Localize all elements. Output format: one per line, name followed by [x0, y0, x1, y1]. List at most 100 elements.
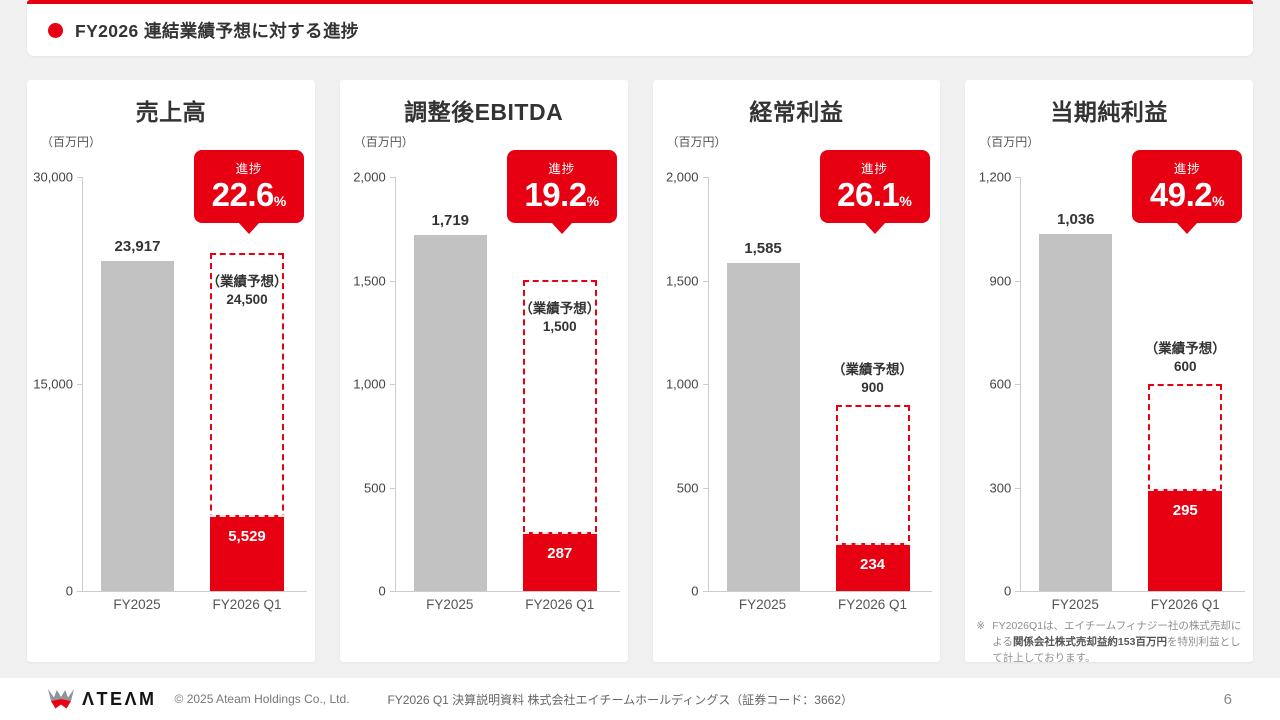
- bar-fy2026q1: 287: [522, 532, 597, 591]
- x-axis-line: [1020, 591, 1245, 592]
- progress-caption: 進捗: [1173, 162, 1201, 176]
- forecast-value: 900: [861, 379, 884, 395]
- y-tick-label: 0: [1004, 583, 1012, 599]
- y-tick-mark: [389, 488, 396, 489]
- bar-fy2026q1-value: 287: [547, 545, 573, 562]
- y-tick-mark: [702, 177, 709, 178]
- y-tick-label: 15,000: [33, 376, 73, 392]
- x-category-label: FY2026 Q1: [525, 597, 595, 612]
- chart-panel-2: 調整後EBITDA （百万円） 1,719 （業績予想） 1,500 287 2…: [339, 80, 628, 662]
- y-tick-mark: [389, 281, 396, 282]
- forecast-label: （業績予想） 1,500: [501, 300, 619, 336]
- progress-value: 26.1: [837, 176, 900, 213]
- forecast-label: （業績予想） 24,500: [188, 273, 306, 309]
- progress-caption: 進捗: [235, 162, 263, 176]
- bar-fy2025-value: 1,036: [1056, 211, 1095, 228]
- ateam-logo-text: ΛTEΛM: [82, 688, 157, 709]
- progress-caption: 進捗: [548, 162, 576, 176]
- plot-area: 1,585 （業績予想） 900 234 2,000 1,500 1,000 500 0: [653, 170, 941, 599]
- forecast-value: 1,500: [542, 319, 577, 335]
- unit-label: （百万円）: [666, 135, 727, 149]
- y-tick-mark: [702, 384, 709, 385]
- bar-fy2026q1: 234: [835, 543, 910, 591]
- y-tick-label: 1,500: [665, 273, 699, 289]
- progress-badge: 進捗 22.6%: [194, 150, 304, 223]
- progress-badge: 進捗 49.2%: [1132, 150, 1243, 223]
- footnote-marker: ※: [976, 620, 986, 632]
- x-category-label: FY2026 Q1: [837, 597, 908, 612]
- ateam-logo-icon: [48, 688, 74, 708]
- progress-percent-sign: %: [586, 193, 600, 209]
- progress-value: 22.6: [211, 176, 275, 213]
- bullet-icon: [48, 22, 63, 38]
- y-tick-label: 500: [676, 480, 699, 496]
- bar-fy2025: 1,719: [413, 212, 487, 591]
- progress-caption: 進捗: [860, 162, 888, 176]
- forecast-caption: （業績予想）: [832, 361, 913, 377]
- page-title: FY2026 連結業績予想に対する進捗: [75, 20, 359, 41]
- y-tick-mark: [702, 281, 709, 282]
- page-number: 6: [1223, 690, 1232, 708]
- column-fy2026q1: （業績予想） 600 295: [1145, 177, 1226, 591]
- forecast-caption: （業績予想）: [206, 274, 288, 289]
- chart-title: 経常利益: [749, 99, 844, 125]
- footnote-bold-text: 関係会社株式売却益約153百万円: [1012, 635, 1167, 648]
- y-tick-label: 900: [989, 273, 1012, 289]
- y-tick-label: 30,000: [33, 169, 73, 185]
- y-tick-mark: [1015, 488, 1022, 489]
- x-category-label: FY2025: [113, 597, 161, 612]
- x-category-label: FY2025: [1051, 597, 1099, 612]
- progress-badge: 進捗 26.1%: [819, 150, 930, 223]
- bar-fy2025-value: 23,917: [114, 238, 161, 255]
- bar-fy2025-value: 1,585: [744, 240, 782, 257]
- y-tick-mark: [77, 591, 83, 592]
- x-axis-line: [394, 591, 620, 592]
- bar-fy2026q1: 5,529: [210, 515, 284, 591]
- y-tick-mark: [389, 384, 396, 385]
- x-category-label: FY2026 Q1: [212, 597, 282, 612]
- chart-panel-1: 売上高 （百万円） 23,917 （業績予想） 24,500 5,529 30,…: [27, 80, 315, 662]
- bar-fy2026q1-value: 5,529: [228, 528, 266, 545]
- bar-fy2025: 23,917: [101, 238, 174, 591]
- y-tick-mark: [1015, 281, 1022, 282]
- forecast-caption: （業績予想）: [1144, 340, 1226, 356]
- bar-fy2025: 1,036: [1039, 211, 1113, 591]
- y-tick-label: 0: [65, 583, 73, 599]
- chart-title: 当期純利益: [1050, 99, 1168, 125]
- y-tick-mark: [1015, 384, 1022, 385]
- forecast-caption: （業績予想）: [519, 301, 601, 316]
- y-tick-mark: [702, 488, 709, 489]
- unit-label: （百万円）: [353, 135, 414, 149]
- progress-value: 19.2: [524, 176, 587, 213]
- footer-bar: ΛTEΛM © 2025 Ateam Holdings Co., Ltd. FY…: [0, 678, 1280, 720]
- progress-percent-sign: %: [1212, 193, 1225, 209]
- y-tick-mark: [77, 177, 83, 178]
- y-tick-label: 1,200: [978, 169, 1012, 185]
- ateam-logo: ΛTEΛM: [46, 687, 157, 712]
- y-tick-mark: [1015, 177, 1022, 178]
- y-tick-label: 500: [364, 480, 386, 496]
- y-tick-label: 0: [378, 583, 386, 599]
- y-tick-label: 2,000: [353, 169, 386, 185]
- progress-value-line: 26.1%: [820, 178, 930, 211]
- y-tick-label: 1,000: [353, 376, 386, 392]
- footnote-text: FY2026Q1は、エイチームフィナジー社の株式売却による関係会社株式売却益約1…: [992, 620, 1242, 664]
- bar-fy2026q1-value: 295: [1172, 502, 1198, 519]
- progress-value-line: 49.2%: [1132, 178, 1242, 211]
- forecast-value: 600: [1173, 358, 1197, 374]
- x-category-label: FY2026 Q1: [1150, 597, 1220, 612]
- column-fy2026q1: （業績予想） 24,500 5,529: [207, 177, 288, 591]
- y-tick-label: 300: [989, 480, 1012, 496]
- bar-fy2026q1-value: 234: [859, 556, 886, 573]
- chart-panel-4: 当期純利益 （百万円） 1,036 （業績予想） 600 295 1,200 90…: [965, 80, 1253, 664]
- progress-percent-sign: %: [273, 193, 287, 209]
- x-category-label: FY2025: [738, 597, 787, 612]
- column-fy2026q1: （業績予想） 900 234: [832, 177, 913, 591]
- forecast-label: （業績予想） 600: [1126, 340, 1244, 376]
- y-tick-label: 1,500: [353, 273, 386, 289]
- progress-value-line: 19.2%: [507, 178, 617, 211]
- forecast-label: （業績予想） 900: [814, 361, 932, 397]
- charts-row: 売上高 （百万円） 23,917 （業績予想） 24,500 5,529 30,…: [27, 80, 1253, 664]
- plot-area: 1,719 （業績予想） 1,500 287 2,000 1,500 1,000 50…: [340, 170, 628, 599]
- chart-panel-3: 経常利益 （百万円） 1,585 （業績予想） 900 234 2,000 1,5…: [652, 80, 941, 662]
